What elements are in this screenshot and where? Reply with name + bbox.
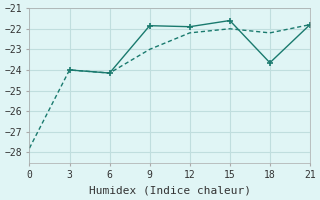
X-axis label: Humidex (Indice chaleur): Humidex (Indice chaleur) [89, 186, 251, 196]
